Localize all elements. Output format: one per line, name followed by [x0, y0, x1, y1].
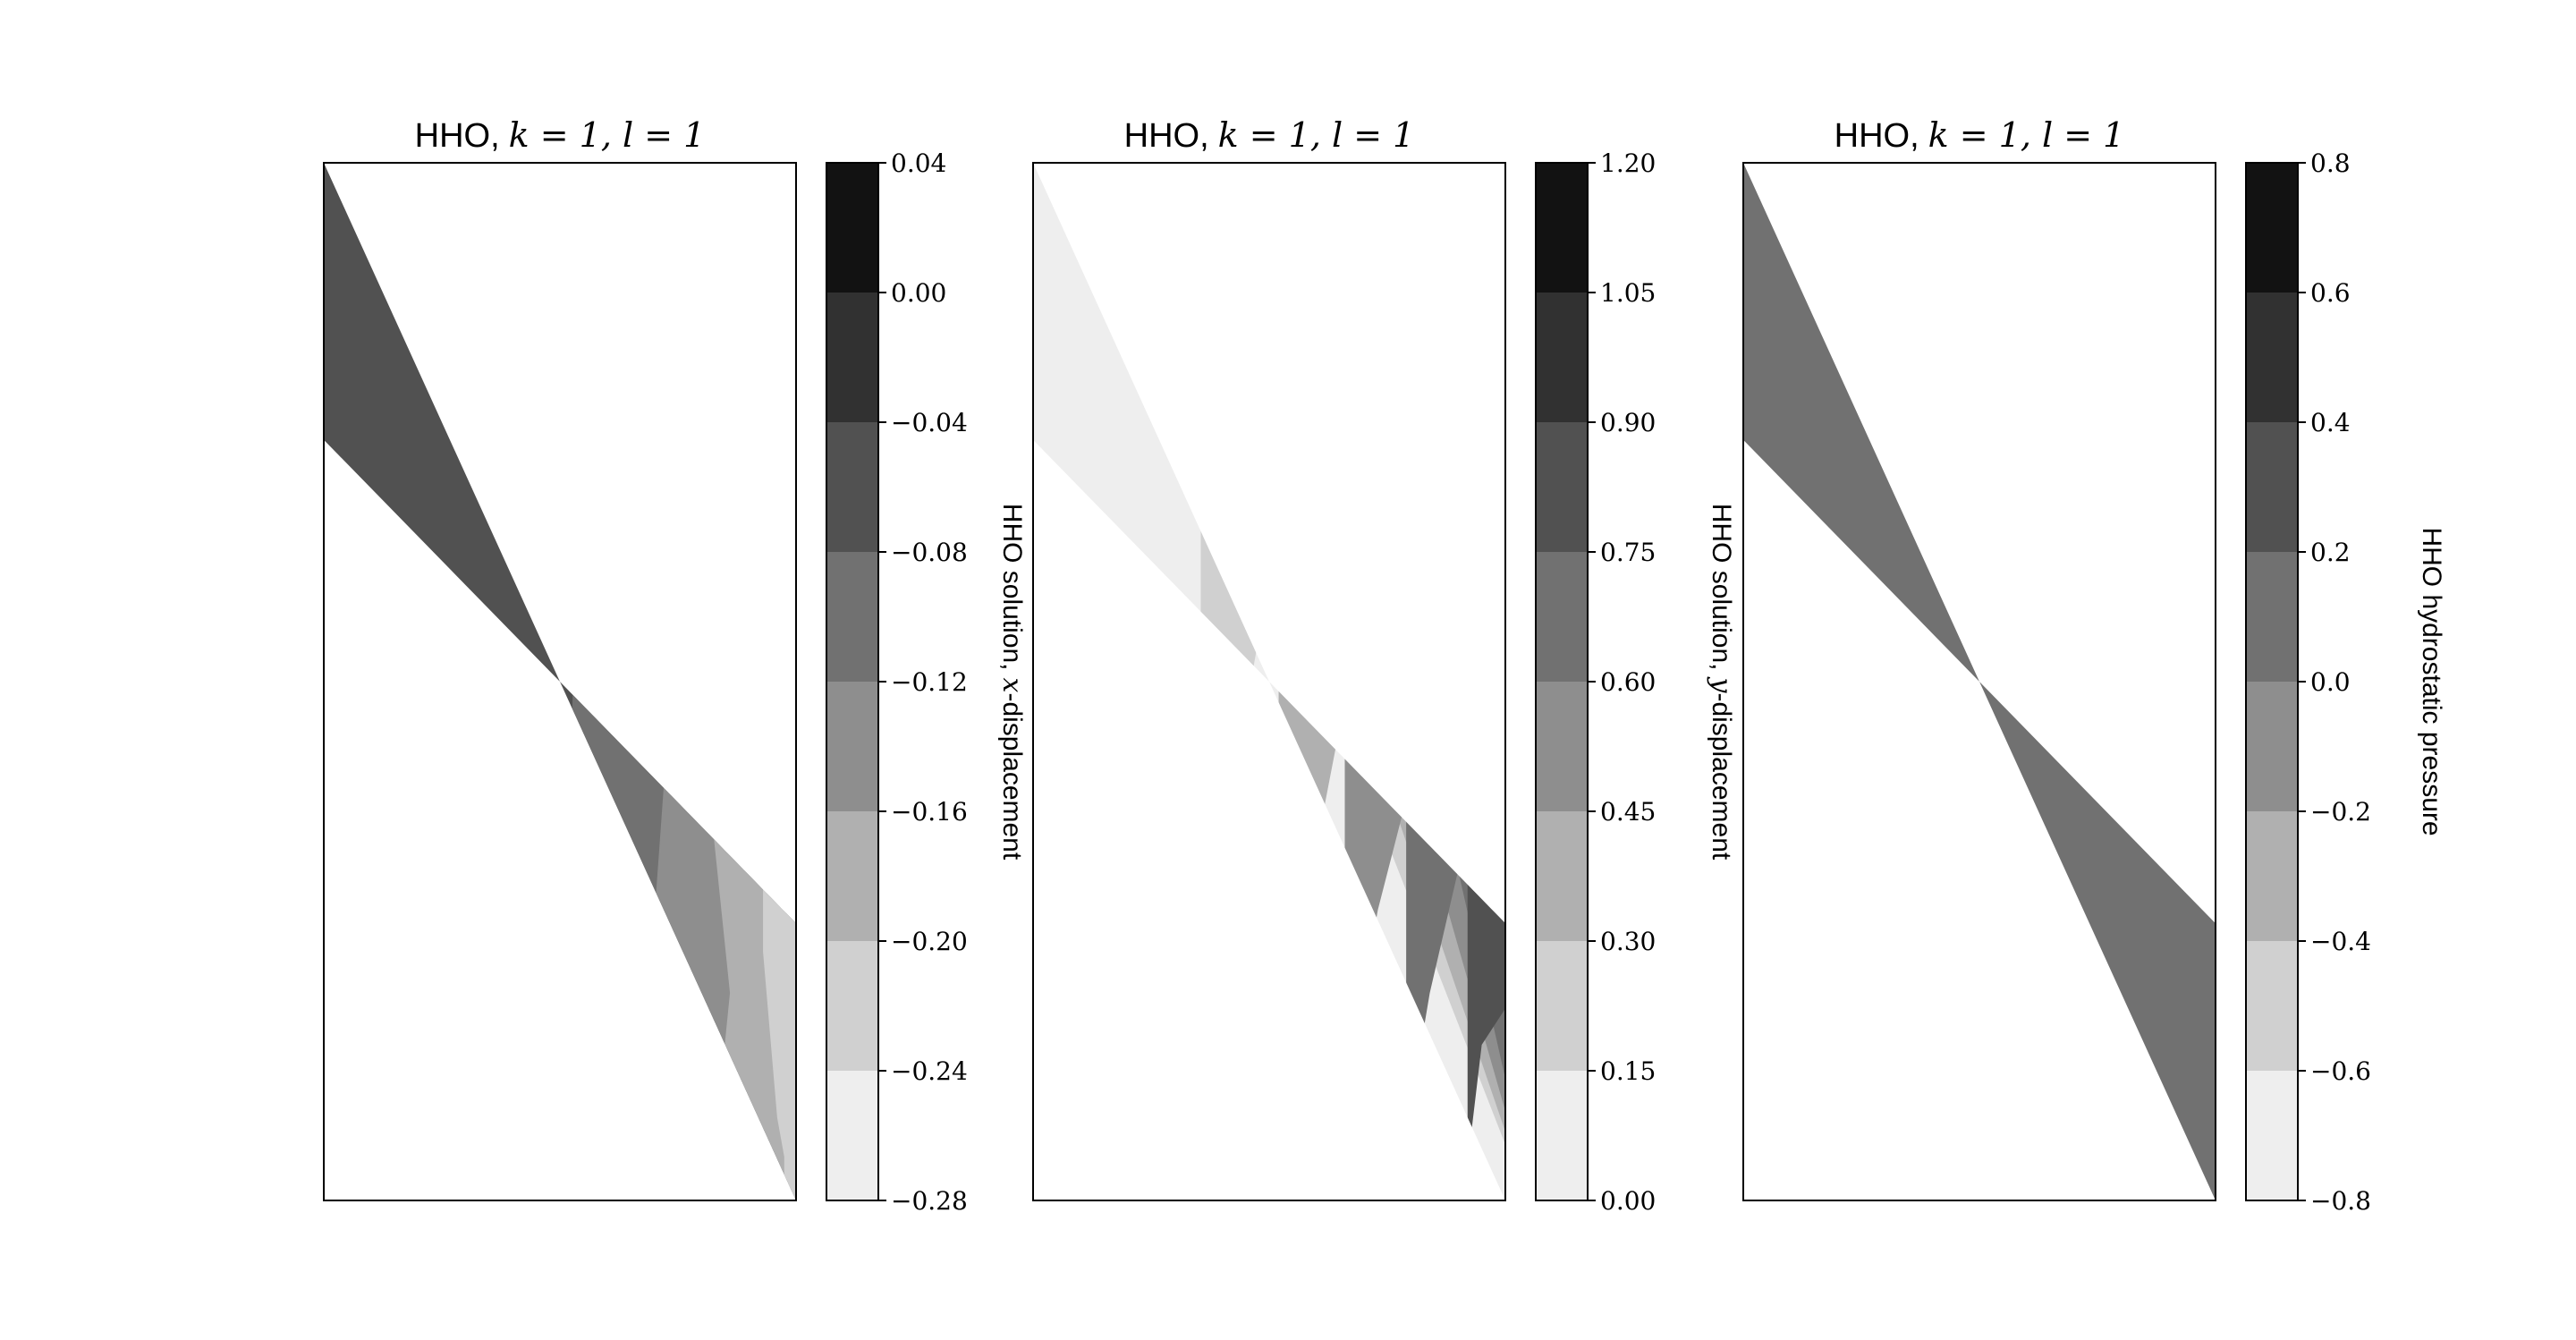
- colorbar-label: HHO solution,y-displacement: [1706, 504, 1737, 861]
- panel-2: HHO, k = 1, l = 1 1.20 1.05 0.90 0.75 0.60 0.45…: [1032, 115, 1737, 1216]
- contour-bands: [1743, 163, 2216, 1200]
- colorbar-tick-label: 0.2: [2310, 538, 2351, 567]
- panel-3: HHO, k = 1, l = 1 0.8 0.6 0.4 0.2 0.0 −0.2 −0.4 −…: [1742, 115, 2446, 1216]
- colorbar-segment: [1536, 422, 1588, 552]
- colorbar-tick-label: 0.4: [2310, 408, 2351, 437]
- panel-title: HHO, k = 1, l = 1: [1124, 115, 1415, 155]
- colorbar-tick-label: 0.04: [891, 148, 946, 178]
- colorbar-segment: [1536, 941, 1588, 1071]
- colorbar-tick-label: 0.45: [1600, 797, 1656, 827]
- colorbar-segment: [2246, 941, 2298, 1071]
- axes-frame: [1032, 162, 1506, 1201]
- colorbar-tick-label: 0.0: [2310, 667, 2351, 697]
- colorbar-segment: [2246, 163, 2298, 293]
- colorbar-segment: [1536, 682, 1588, 811]
- colorbar-tick-label: −0.4: [2310, 927, 2371, 956]
- axes-frame: [1742, 162, 2216, 1201]
- contour-bands: [324, 163, 796, 1200]
- contour-band: [1344, 163, 1505, 1200]
- contour-band: [763, 163, 796, 1200]
- colorbar-segment: [1536, 1071, 1588, 1200]
- colorbar-tick-label: 0.90: [1600, 408, 1656, 437]
- colorbar-tick-label: 0.00: [891, 278, 946, 308]
- colorbar-segment: [2246, 552, 2298, 682]
- colorbar-tick-label: 1.20: [1600, 148, 1656, 178]
- colorbar-segment: [826, 1071, 878, 1200]
- colorbar-segment: [826, 163, 878, 293]
- colorbar-segment: [826, 811, 878, 941]
- colorbar-tick-label: −0.8: [2310, 1186, 2371, 1216]
- panel-1: HHO, k = 1, l = 1 0.04 0.00 −0.04 −0.08 −0.12 −…: [323, 115, 1028, 1216]
- colorbar: 0.8 0.6 0.4 0.2 0.0 −0.2 −0.4 −0.6 −0.8: [2245, 148, 2371, 1216]
- colorbar-segment: [1536, 163, 1588, 293]
- contour-band: [708, 163, 796, 1200]
- colorbar-tick-label: 0.00: [1600, 1186, 1656, 1216]
- colorbar-tick-label: 0.75: [1600, 538, 1656, 567]
- colorbar-segment: [2246, 682, 2298, 811]
- colorbar-segment: [2246, 1071, 2298, 1200]
- colorbar-tick-label: −0.04: [891, 408, 968, 437]
- colorbar-segment: [1536, 293, 1588, 422]
- colorbar-segment: [826, 293, 878, 422]
- colorbar: 1.20 1.05 0.90 0.75 0.60 0.45 0.30 0.15 0.00: [1535, 148, 1656, 1216]
- contour-bands: [1033, 163, 1505, 1200]
- colorbar-segment: [1536, 811, 1588, 941]
- contour-band: [324, 163, 796, 1200]
- colorbar: 0.04 0.00 −0.04 −0.08 −0.12 −0.16 −0.20 −0.24 −0…: [826, 148, 968, 1216]
- colorbar-tick-label: 0.6: [2310, 278, 2351, 308]
- contour-band: [1033, 163, 1505, 1200]
- colorbar-segment: [826, 682, 878, 811]
- colorbar-segment: [2246, 422, 2298, 552]
- panel-title: HHO, k = 1, l = 1: [1835, 115, 2125, 155]
- colorbar-tick-label: −0.6: [2310, 1056, 2371, 1086]
- colorbar-tick-label: 0.60: [1600, 667, 1656, 697]
- colorbar-tick-label: −0.16: [891, 797, 968, 827]
- colorbar-tick-label: 0.8: [2310, 148, 2351, 178]
- colorbar-tick-label: 0.30: [1600, 927, 1656, 956]
- panel-title: HHO, k = 1, l = 1: [415, 115, 706, 155]
- colorbar-tick-label: −0.20: [891, 927, 968, 956]
- colorbar-segment: [2246, 293, 2298, 422]
- colorbar-tick-label: −0.28: [891, 1186, 968, 1216]
- colorbar-segment: [2246, 811, 2298, 941]
- colorbar-tick-label: −0.12: [891, 667, 968, 697]
- colorbar-tick-label: 0.15: [1600, 1056, 1656, 1086]
- colorbar-tick-label: −0.2: [2310, 797, 2371, 827]
- colorbar-segment: [826, 552, 878, 682]
- colorbar-segment: [1536, 552, 1588, 682]
- colorbar-label: HHO solution,x-displacement: [996, 504, 1028, 861]
- colorbar-tick-label: 1.05: [1600, 278, 1656, 308]
- colorbar-tick-label: −0.08: [891, 538, 968, 567]
- colorbar-segment: [826, 941, 878, 1071]
- colorbar-segment: [826, 422, 878, 552]
- colorbar-tick-label: −0.24: [891, 1056, 968, 1086]
- axes-frame: [323, 162, 797, 1201]
- colorbar-label: HHO hydrostatic pressure: [2417, 527, 2446, 835]
- contour-band: [1743, 163, 2216, 1200]
